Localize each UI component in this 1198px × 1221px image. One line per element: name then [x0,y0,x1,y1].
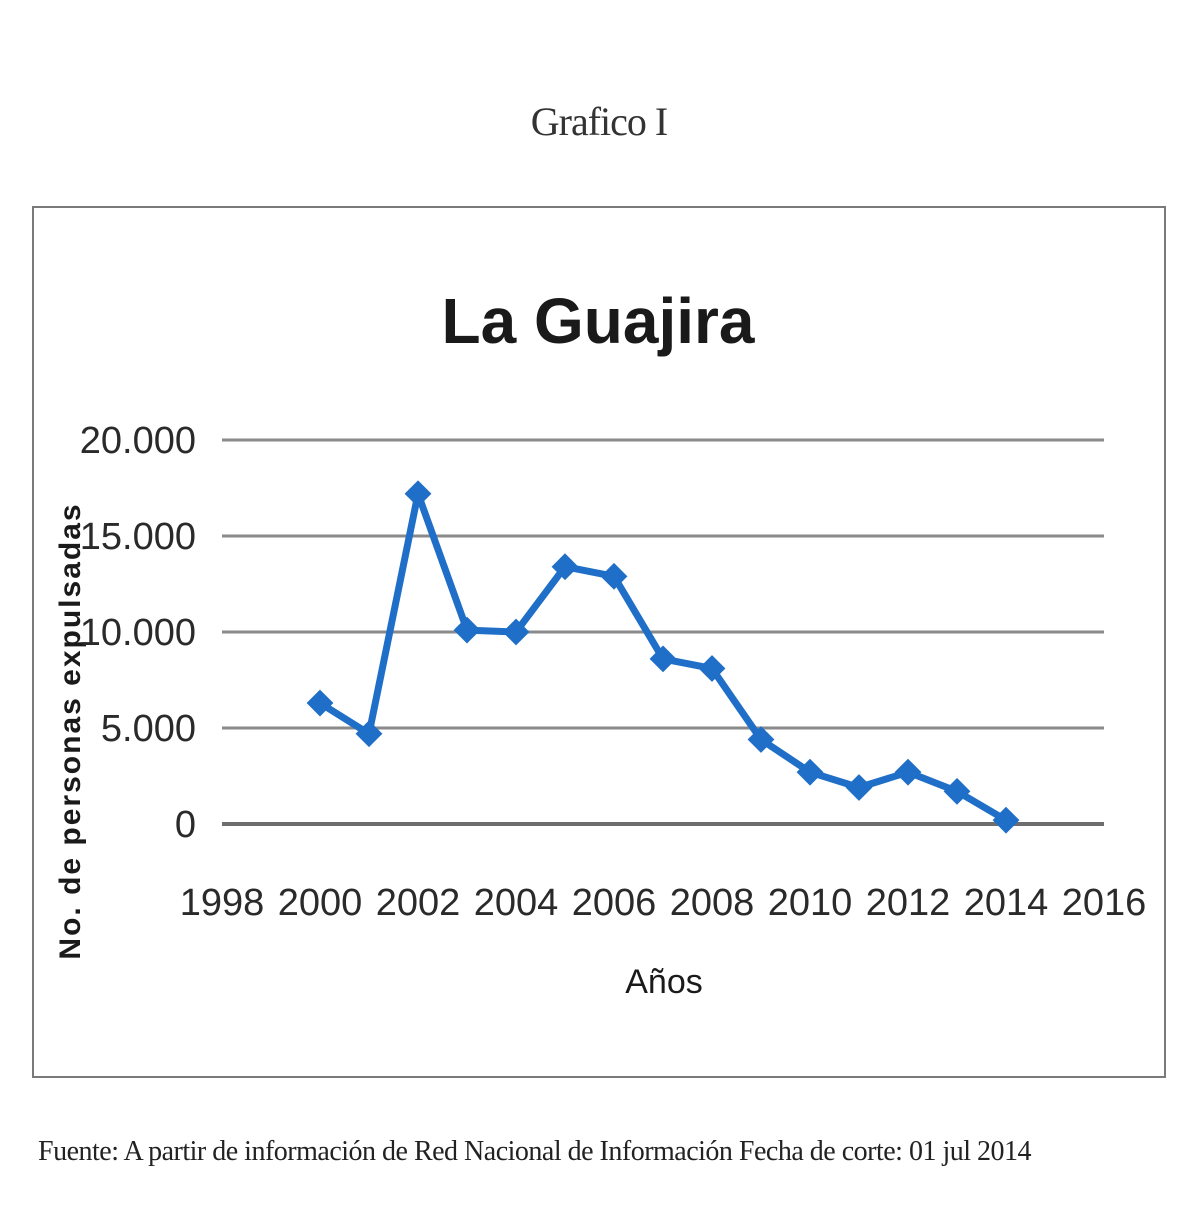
x-tick-label: 2010 [768,882,853,924]
data-point-marker [796,758,824,786]
data-point-marker [747,726,775,753]
x-tick-label: 2002 [376,882,461,924]
data-point-marker [894,758,922,786]
data-point-marker [600,562,628,590]
x-tick-label: 2004 [474,882,559,924]
data-point-marker [649,645,677,673]
source-note: Fuente: A partir de información de Red N… [38,1136,1032,1167]
x-tick-label: 2014 [964,882,1049,924]
data-point-marker [845,774,873,801]
data-point-marker [404,480,432,508]
y-tick-label: 0 [175,804,196,846]
chart-frame [32,206,1166,1078]
y-tick-label: 5.000 [101,708,196,750]
chart-title: La Guajira [442,285,755,357]
y-tick-label: 10.000 [80,612,196,654]
x-tick-label: 2006 [572,882,657,924]
x-tick-label: 2012 [866,882,951,924]
data-point-marker [502,618,530,646]
x-tick-label: 2000 [278,882,363,924]
x-tick-label: 2016 [1062,882,1147,924]
data-point-marker [355,720,383,748]
data-point-marker [943,777,971,805]
y-tick-label: 15.000 [80,516,196,558]
data-point-marker [992,806,1020,834]
data-point-marker [698,655,726,682]
x-tick-label: 1998 [180,882,265,924]
x-axis-label: Años [625,963,703,1001]
data-point-marker [551,553,579,581]
data-point-marker [306,689,334,717]
data-point-marker [453,616,481,644]
x-tick-label: 2008 [670,882,755,924]
figure-caption: Grafico I [530,99,668,144]
y-tick-label: 20.000 [80,420,196,462]
y-axis-label: No. de personas expulsadas [54,502,87,959]
